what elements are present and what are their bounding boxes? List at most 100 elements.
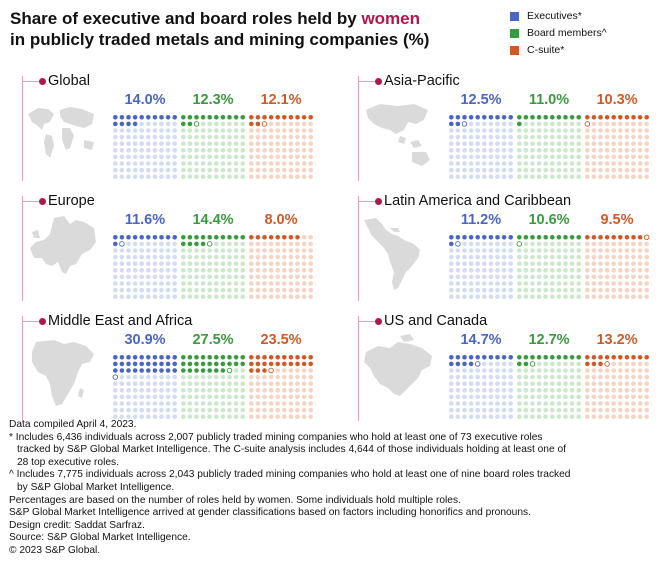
waffle-dot-empty: [462, 268, 467, 273]
waffle-dot-empty: [119, 268, 125, 273]
waffle-dot-empty: [585, 261, 590, 266]
waffle-dot-empty: [536, 161, 542, 166]
waffle-dot-empty: [495, 121, 500, 127]
waffle-dot-empty: [556, 174, 562, 179]
waffle-dot-empty: [501, 268, 507, 273]
waffle-dot-empty: [576, 281, 581, 286]
waffle-dot-empty: [194, 394, 199, 400]
waffle-dot-empty: [268, 161, 274, 166]
waffle-dot-empty: [207, 414, 212, 419]
waffle-dot-empty: [268, 294, 274, 299]
waffle-dot-filled: [119, 361, 125, 367]
waffle-dot-empty: [282, 388, 287, 393]
waffle-dot-empty: [187, 268, 193, 273]
waffle-dot-empty: [530, 128, 535, 133]
waffle-dot-empty: [207, 261, 212, 266]
waffle-dot-empty: [295, 141, 300, 146]
waffle-dot-empty: [523, 401, 529, 406]
waffle-dot-empty: [482, 248, 487, 253]
waffle-dot-empty: [488, 268, 494, 273]
waffle-dot-empty: [462, 394, 467, 400]
waffle-dot-empty: [172, 167, 177, 173]
waffle-dot-empty: [255, 161, 261, 166]
waffle-dot-empty: [288, 268, 294, 273]
waffle-dot-empty: [159, 121, 164, 127]
waffle-dot-empty: [631, 388, 636, 393]
waffle-dot-empty: [488, 121, 494, 127]
waffle-dot-empty: [468, 381, 474, 386]
waffle-dot-empty: [249, 268, 254, 273]
waffle-dot-empty: [517, 261, 522, 266]
waffle-dot-empty: [132, 287, 138, 293]
waffle-dot-filled: [449, 235, 454, 240]
waffle-dot-empty: [488, 134, 494, 140]
waffle-dot-empty: [488, 381, 494, 386]
waffle-dot-empty: [113, 294, 118, 299]
waffle-dot-empty: [637, 174, 643, 179]
waffle-dot-empty: [576, 248, 581, 253]
waffle-dot-empty: [159, 167, 164, 173]
waffle-dot-empty: [240, 414, 245, 419]
waffle-dot-empty: [543, 248, 548, 253]
waffle-dot-empty: [449, 154, 454, 160]
waffle-dot-empty: [644, 248, 649, 253]
waffle-dot-empty: [563, 121, 568, 127]
waffle-dot-empty: [517, 128, 522, 133]
waffle-dot-empty: [220, 394, 226, 400]
waffle-dot-empty: [220, 174, 226, 179]
waffle-dot-empty: [233, 374, 239, 380]
waffle-dot-empty: [598, 248, 603, 253]
waffle-dot-empty: [644, 407, 649, 413]
waffle-dot-empty: [249, 374, 254, 380]
waffle-dot-empty: [146, 294, 151, 299]
waffle-dot-empty: [187, 401, 193, 406]
waffle-dot-empty: [187, 381, 193, 386]
waffle-dot-partial: [226, 367, 233, 374]
waffle-dot-empty: [146, 248, 151, 253]
waffle-dot-empty: [207, 154, 212, 160]
waffle-dot-empty: [501, 401, 507, 406]
waffle-dot-filled: [207, 235, 212, 240]
panel-us-canada: US and Canada 14.7% 12.7% 13.2%: [346, 313, 649, 426]
waffle-dot-empty: [530, 268, 535, 273]
waffle-dot-filled: [569, 355, 575, 360]
waffle-dot-empty: [618, 134, 623, 140]
waffle-dot-empty: [139, 388, 144, 393]
waffle-dot-empty: [262, 154, 267, 160]
legend-item-board: Board members^: [510, 25, 607, 41]
waffle-dot-empty: [488, 241, 494, 247]
waffle-dot-empty: [482, 254, 487, 260]
waffle-dot-empty: [207, 174, 212, 179]
latin-america-map-icon: [360, 214, 436, 292]
waffle-dot-empty: [181, 148, 186, 153]
waffle-dot-empty: [119, 401, 125, 406]
waffle-dot-empty: [482, 121, 487, 127]
waffle-dot-empty: [275, 368, 280, 373]
waffle-dot-empty: [468, 388, 474, 393]
waffle-dot-empty: [220, 128, 226, 133]
waffle-dot-empty: [308, 287, 313, 293]
waffle-dot-empty: [556, 361, 562, 367]
waffle-dot-empty: [591, 174, 597, 179]
waffle-dot-empty: [550, 121, 555, 127]
waffle-dot-empty: [262, 294, 267, 299]
waffle-dot-empty: [132, 154, 138, 160]
waffle-dot-filled: [262, 115, 267, 120]
waffle-dot-filled: [233, 115, 239, 120]
waffle-dot-empty: [282, 241, 287, 247]
waffle-dot-empty: [301, 414, 307, 419]
waffle-dot-empty: [536, 414, 542, 419]
waffle-dot-empty: [301, 235, 307, 240]
metric-executives: 14.0%: [110, 91, 180, 179]
waffle-dot-empty: [301, 268, 307, 273]
waffle-dot-empty: [624, 374, 630, 380]
waffle-dot-empty: [233, 161, 239, 166]
waffle-dot-empty: [282, 268, 287, 273]
waffle-dot-empty: [611, 414, 616, 419]
waffle-dot-empty: [501, 414, 507, 419]
waffle-dot-empty: [624, 261, 630, 266]
waffle-dot-empty: [624, 174, 630, 179]
waffle-dot-empty: [624, 248, 630, 253]
waffle-dot-filled: [523, 355, 529, 360]
waffle-dot-empty: [282, 374, 287, 380]
